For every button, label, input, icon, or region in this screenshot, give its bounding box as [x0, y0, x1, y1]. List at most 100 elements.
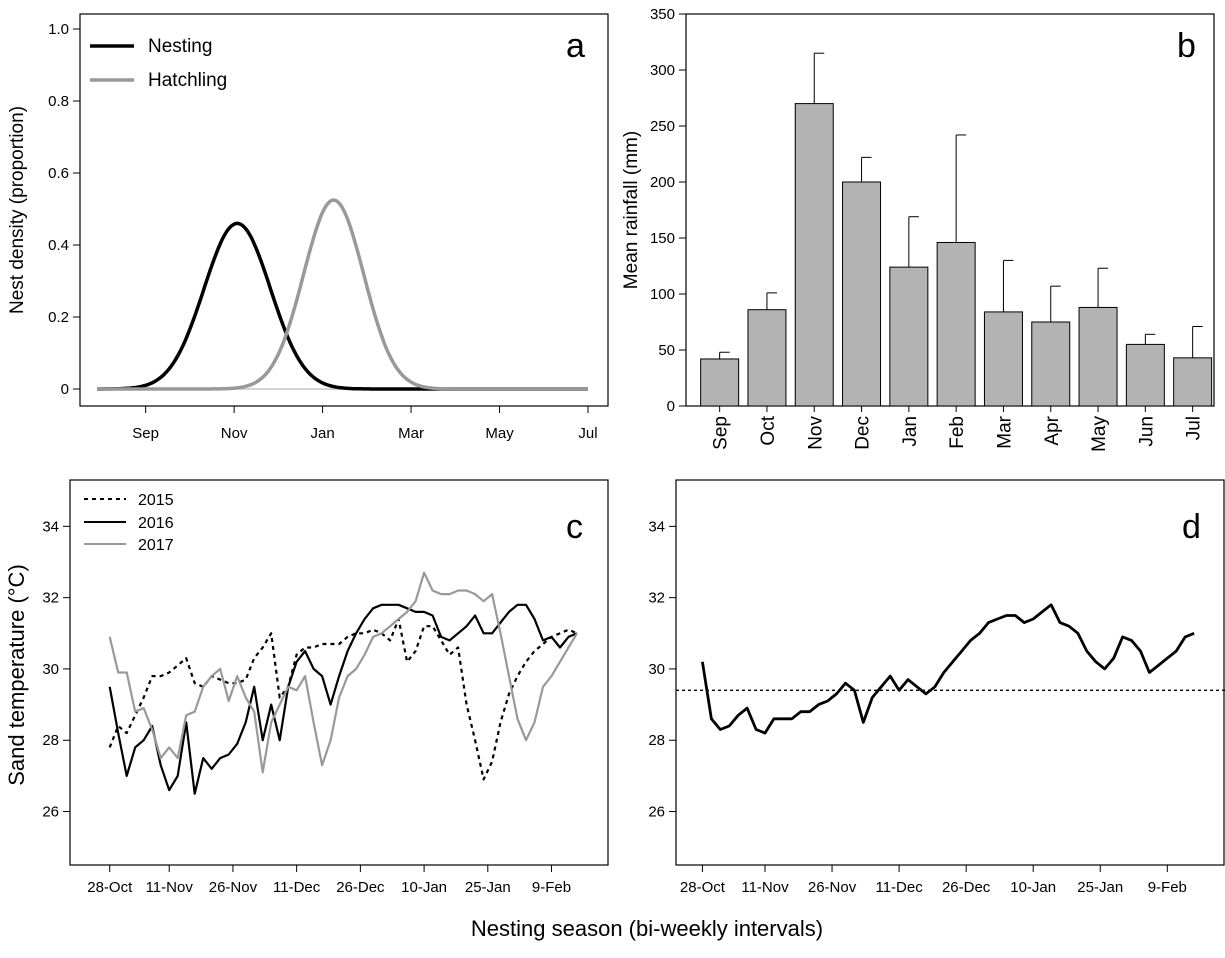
- panel-d-plot: [676, 603, 1225, 735]
- panel-a-xtick-label: Mar: [398, 425, 424, 442]
- panel-c-legend: 2015 2016 2017: [84, 492, 174, 554]
- panel-b-xtick-label: Apr: [1042, 415, 1063, 445]
- panel-c-xtick-label: 26-Nov: [209, 879, 258, 896]
- panel-b-ytick-label: 250: [650, 118, 675, 135]
- panel-a-xtick-label: May: [485, 425, 514, 442]
- panel-a-ytick-label: 0.4: [48, 237, 69, 254]
- panel-c-ytick-label: 32: [42, 590, 59, 607]
- panel-b-xtick-label: Sep: [711, 416, 732, 450]
- panel-c-label: c: [566, 508, 583, 546]
- panel-d-xtick-label: 25-Jan: [1077, 879, 1123, 896]
- panel-a-xtick-label: Jan: [311, 425, 335, 442]
- panel-b-xtick-label: Feb: [947, 416, 968, 449]
- panel-b-ytick-label: 0: [667, 398, 675, 415]
- bar-mar: [983, 311, 1023, 407]
- panel-b-ytick-label: 300: [650, 62, 675, 79]
- bar-jul: [1173, 357, 1213, 407]
- legend-hatchling-label: Hatchling: [148, 70, 227, 91]
- panel-c-ytick-label: 34: [42, 518, 59, 535]
- panel-c-xtick-label: 9-Feb: [532, 879, 571, 896]
- legend-2015-label: 2015: [138, 492, 174, 509]
- panel-b-ytick-label: 100: [650, 286, 675, 303]
- series-nesting-line: [97, 221, 588, 391]
- bar-nov: [794, 103, 834, 407]
- panel-b-ytick-label: 350: [650, 6, 675, 23]
- panel-c-ytick-label: 26: [42, 804, 59, 821]
- panel-c-xtick-label: 11-Dec: [273, 879, 321, 896]
- panel-b-ytick-label: 50: [658, 342, 675, 359]
- panel-d-xtick-label: 26-Nov: [808, 879, 857, 896]
- panel-a-ylabel: Nest density (proportion): [7, 106, 28, 314]
- panel-c-xtick-label: 11-Nov: [146, 879, 194, 896]
- panel-d-ytick-label: 30: [648, 661, 665, 678]
- bar-sep: [700, 358, 740, 407]
- bar-jun: [1125, 343, 1165, 407]
- panel-d-axes: 26 28 30 32 34 28-Oct 11-Nov 26-Nov 11-Dec 26-Dec…: [648, 518, 1187, 896]
- panel-b-label: b: [1177, 27, 1196, 65]
- panel-b-xtick-label: Oct: [758, 415, 779, 445]
- panel-d-label: d: [1182, 508, 1201, 546]
- panel-c-ylabel: Sand temperature (°C): [4, 564, 29, 786]
- panel-c-plot: [108, 571, 578, 795]
- legend-2017-label: 2017: [138, 537, 174, 554]
- bar-oct: [747, 309, 787, 407]
- panel-d-ytick-label: 34: [648, 518, 665, 535]
- panel-b-ylabel: Mean rainfall (mm): [621, 131, 642, 289]
- panel-a-ytick-label: 0.8: [48, 93, 69, 110]
- panel-c-xtick-label: 25-Jan: [465, 879, 511, 896]
- panel-b-xtick-label: Nov: [805, 416, 826, 450]
- panel-d-xtick-label: 11-Nov: [741, 879, 789, 896]
- panel-b-plot: [700, 52, 1213, 407]
- panel-c-axes: 26 28 30 32 34 28-Oct 11-Nov 26-Nov 11-Dec 26-Dec…: [42, 518, 571, 896]
- panel-c-frame: [69, 479, 609, 866]
- bar-feb: [936, 241, 976, 407]
- panel-b-ytick-label: 150: [650, 230, 675, 247]
- panel-a-ytick-label: 1.0: [48, 21, 69, 38]
- bar-jan: [889, 266, 929, 407]
- panel-d: d 26 28 30 32 34 28-Oct 11-Nov 26-Nov 11-Dec 26-D…: [648, 479, 1225, 896]
- panel-c-series-2015-line: [108, 617, 578, 781]
- panel-b-xtick-label: Mar: [994, 415, 1015, 448]
- panel-a: a Nest density (proportion) Nesting Hatc…: [7, 13, 609, 442]
- legend-2016-label: 2016: [138, 515, 174, 532]
- panel-a-legend: Nesting Hatchling: [90, 36, 227, 91]
- panel-d-xtick-label: 26-Dec: [942, 879, 991, 896]
- legend-nesting-label: Nesting: [148, 36, 212, 57]
- panel-b-xtick-label: Dec: [853, 416, 874, 450]
- bar-dec: [842, 181, 882, 407]
- bar-may: [1078, 306, 1118, 407]
- panel-d-xtick-label: 11-Dec: [875, 879, 923, 896]
- panel-a-xtick-label: Nov: [221, 425, 248, 442]
- panel-c-xtick-label: 10-Jan: [401, 879, 447, 896]
- panel-d-ytick-label: 26: [648, 804, 665, 821]
- panel-d-xtick-label: 10-Jan: [1010, 879, 1056, 896]
- shared-xlabel: Nesting season (bi-weekly intervals): [471, 916, 823, 941]
- panel-b-xtick-label: May: [1089, 416, 1110, 452]
- panel-a-label: a: [566, 27, 585, 65]
- panel-d-xtick-label: 28-Oct: [680, 879, 726, 896]
- panel-a-ytick-label: 0.6: [48, 165, 69, 182]
- panel-d-ytick-label: 32: [648, 590, 665, 607]
- panel-a-plot: [97, 198, 588, 391]
- panel-b-axes: 0 50 100 150 200 250 300 350 Sep Oct Nov Dec Jan Feb M…: [650, 6, 1205, 452]
- panel-c-ytick-label: 28: [42, 732, 59, 749]
- panel-c-xtick-label: 28-Oct: [87, 879, 133, 896]
- panel-b: b Mean rainfall (mm) 0 50 100 150 200 250 300 3…: [621, 6, 1215, 452]
- panel-c-ytick-label: 30: [42, 661, 59, 678]
- panel-a-frame: [79, 13, 609, 407]
- panel-a-ytick-label: 0: [61, 381, 69, 398]
- panel-c: c Sand temperature (°C) 2015 2016 2017 2…: [4, 479, 609, 896]
- panel-a-axes: 0 0.2 0.4 0.6 0.8 1.0 Sep Nov Jan Mar May Jul: [48, 21, 597, 442]
- panel-b-ytick-label: 200: [650, 174, 675, 191]
- panel-a-xtick-label: Jul: [578, 425, 597, 442]
- panel-b-xtick-label: Jul: [1184, 416, 1205, 440]
- panel-d-ytick-label: 28: [648, 732, 665, 749]
- panel-a-ytick-label: 0.2: [48, 309, 69, 326]
- bar-apr: [1031, 321, 1071, 407]
- panel-d-frame: [675, 479, 1225, 866]
- panel-d-series-mean-line: [701, 603, 1195, 735]
- panel-d-xtick-label: 9-Feb: [1148, 879, 1187, 896]
- panel-b-xtick-label: Jan: [900, 416, 921, 447]
- panel-b-xtick-label: Jun: [1136, 416, 1157, 447]
